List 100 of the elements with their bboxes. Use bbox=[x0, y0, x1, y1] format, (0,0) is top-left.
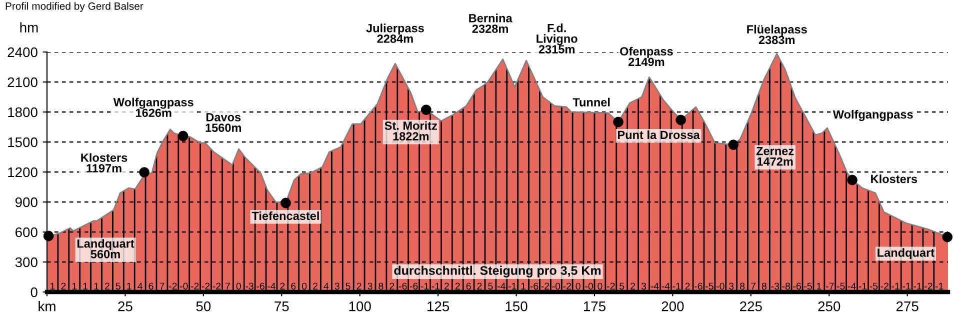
y-tick-label: 300 bbox=[15, 257, 38, 268]
annotation: -2 bbox=[541, 282, 550, 290]
annotation: 7 bbox=[225, 282, 230, 290]
annotation: -2 bbox=[202, 282, 210, 290]
annotation: -1 bbox=[892, 282, 900, 290]
annotation: -6 bbox=[530, 282, 538, 290]
annotation: -2 bbox=[563, 282, 571, 290]
annotation: -1 bbox=[432, 282, 440, 290]
annotation: Zernez 1472m bbox=[756, 146, 794, 166]
point bbox=[613, 116, 624, 128]
annotation: 3 bbox=[334, 282, 340, 290]
y-tick-label: 600 bbox=[16, 227, 38, 238]
annotation: Landquart bbox=[878, 248, 934, 260]
annotation: 2 bbox=[313, 282, 318, 290]
x-tick-label: km bbox=[38, 301, 56, 312]
y-tick-label: 1800 bbox=[8, 107, 38, 118]
annotation: -6 bbox=[694, 282, 702, 290]
annotation: -7 bbox=[826, 282, 834, 290]
x-tick-label: 250 bbox=[818, 301, 840, 312]
annotation: 7 bbox=[751, 282, 756, 290]
annotation: -1 bbox=[858, 282, 867, 290]
annotation: 1 bbox=[83, 282, 88, 290]
annotation: Flüelapass 2383m bbox=[747, 24, 807, 44]
point bbox=[280, 198, 291, 208]
annotation: -2 bbox=[190, 282, 199, 290]
annotation: 2 bbox=[444, 282, 449, 290]
annotation: Tiefencastel bbox=[252, 211, 319, 220]
x-tick-label: 225 bbox=[740, 301, 762, 312]
annotation: Julierpass 2284m bbox=[366, 24, 424, 43]
annotation: 2 bbox=[477, 282, 482, 290]
annotation: St. Moritz 1822m bbox=[384, 121, 438, 140]
x-tick-label: 50 bbox=[196, 301, 211, 312]
annotation: durchschnittl. Steigung pro 3,5 Km bbox=[394, 266, 601, 278]
point bbox=[139, 167, 150, 178]
annotation: 2 bbox=[390, 282, 394, 290]
annotation: 4 bbox=[324, 282, 329, 290]
annotation: -2 bbox=[607, 282, 615, 290]
x-tick-label: 200 bbox=[662, 301, 684, 312]
annotation: -1 bbox=[914, 282, 922, 290]
annotation: Punt la Drossa bbox=[618, 130, 700, 140]
annotation: -5 bbox=[836, 282, 845, 290]
annotation: Tunnel bbox=[572, 98, 610, 106]
annotation: -0 bbox=[180, 282, 188, 290]
annotation: -0 bbox=[716, 282, 724, 290]
annotation: -2 bbox=[880, 282, 888, 290]
annotation: -0 bbox=[552, 282, 560, 290]
annotation: 7 bbox=[160, 282, 164, 290]
annotation: 8 bbox=[740, 282, 745, 290]
annotation: 8 bbox=[378, 282, 384, 290]
annotation: Ofenpass 2149m bbox=[620, 46, 673, 66]
point bbox=[676, 114, 686, 126]
x-tick-label: 150 bbox=[506, 301, 528, 312]
x-tick-label: 25 bbox=[118, 301, 132, 312]
annotation: 0 bbox=[576, 282, 580, 290]
annotation: -0 bbox=[585, 282, 593, 290]
annotation: 2 bbox=[455, 282, 460, 290]
annotation: -6 bbox=[793, 282, 801, 290]
annotation: 1 bbox=[50, 282, 55, 290]
annotation: 3 bbox=[729, 282, 734, 290]
annotation: -1 bbox=[508, 282, 516, 290]
annotation: -8 bbox=[782, 282, 790, 290]
annotation: 4 bbox=[138, 282, 142, 290]
annotation: 2 bbox=[105, 282, 110, 290]
y-tick-label: 0 bbox=[30, 287, 38, 298]
annotation: -4 bbox=[268, 282, 276, 290]
annotation: -4 bbox=[662, 282, 670, 290]
annotation: 1 bbox=[94, 282, 99, 290]
annotation: 0 bbox=[236, 282, 241, 290]
x-tick-label: 175 bbox=[584, 302, 606, 312]
point bbox=[43, 230, 54, 242]
x-tick-label: 75 bbox=[274, 302, 289, 312]
x-tick-label: 275 bbox=[896, 301, 918, 312]
y-tick-label: 2100 bbox=[8, 77, 38, 88]
annotation: 2 bbox=[280, 282, 285, 290]
annotation: -3 bbox=[246, 282, 254, 290]
point bbox=[942, 232, 953, 242]
point bbox=[728, 140, 739, 150]
annotation: -2 bbox=[212, 282, 221, 290]
annotation: -2 bbox=[924, 282, 932, 290]
annotation: 3 bbox=[368, 282, 372, 290]
text: Profil modified by Gerd Balser bbox=[6, 2, 144, 12]
annotation: 0 bbox=[302, 282, 307, 290]
annotation: Klosters bbox=[871, 174, 918, 184]
annotation: F.d. Livigno 2315m bbox=[536, 24, 578, 54]
annotation: 2 bbox=[356, 282, 362, 290]
annotation: -2 bbox=[169, 282, 177, 290]
annotation: -4 bbox=[848, 282, 856, 290]
y-tick-label: 2400 bbox=[8, 47, 38, 58]
annotation: 2 bbox=[630, 282, 636, 290]
annotation: 5 bbox=[488, 282, 493, 290]
x-tick-label: 100 bbox=[349, 301, 371, 312]
point bbox=[178, 130, 188, 142]
annotation: 5 bbox=[620, 282, 624, 290]
annotation: Davos 1560m bbox=[206, 113, 242, 132]
annotation: -1 bbox=[672, 282, 680, 290]
point bbox=[420, 104, 432, 115]
annotation: Bernina 2328m bbox=[469, 14, 512, 33]
annotation: 1 bbox=[816, 282, 822, 290]
annotation: 8 bbox=[762, 282, 766, 290]
y-axis-title: hm bbox=[20, 22, 38, 32]
